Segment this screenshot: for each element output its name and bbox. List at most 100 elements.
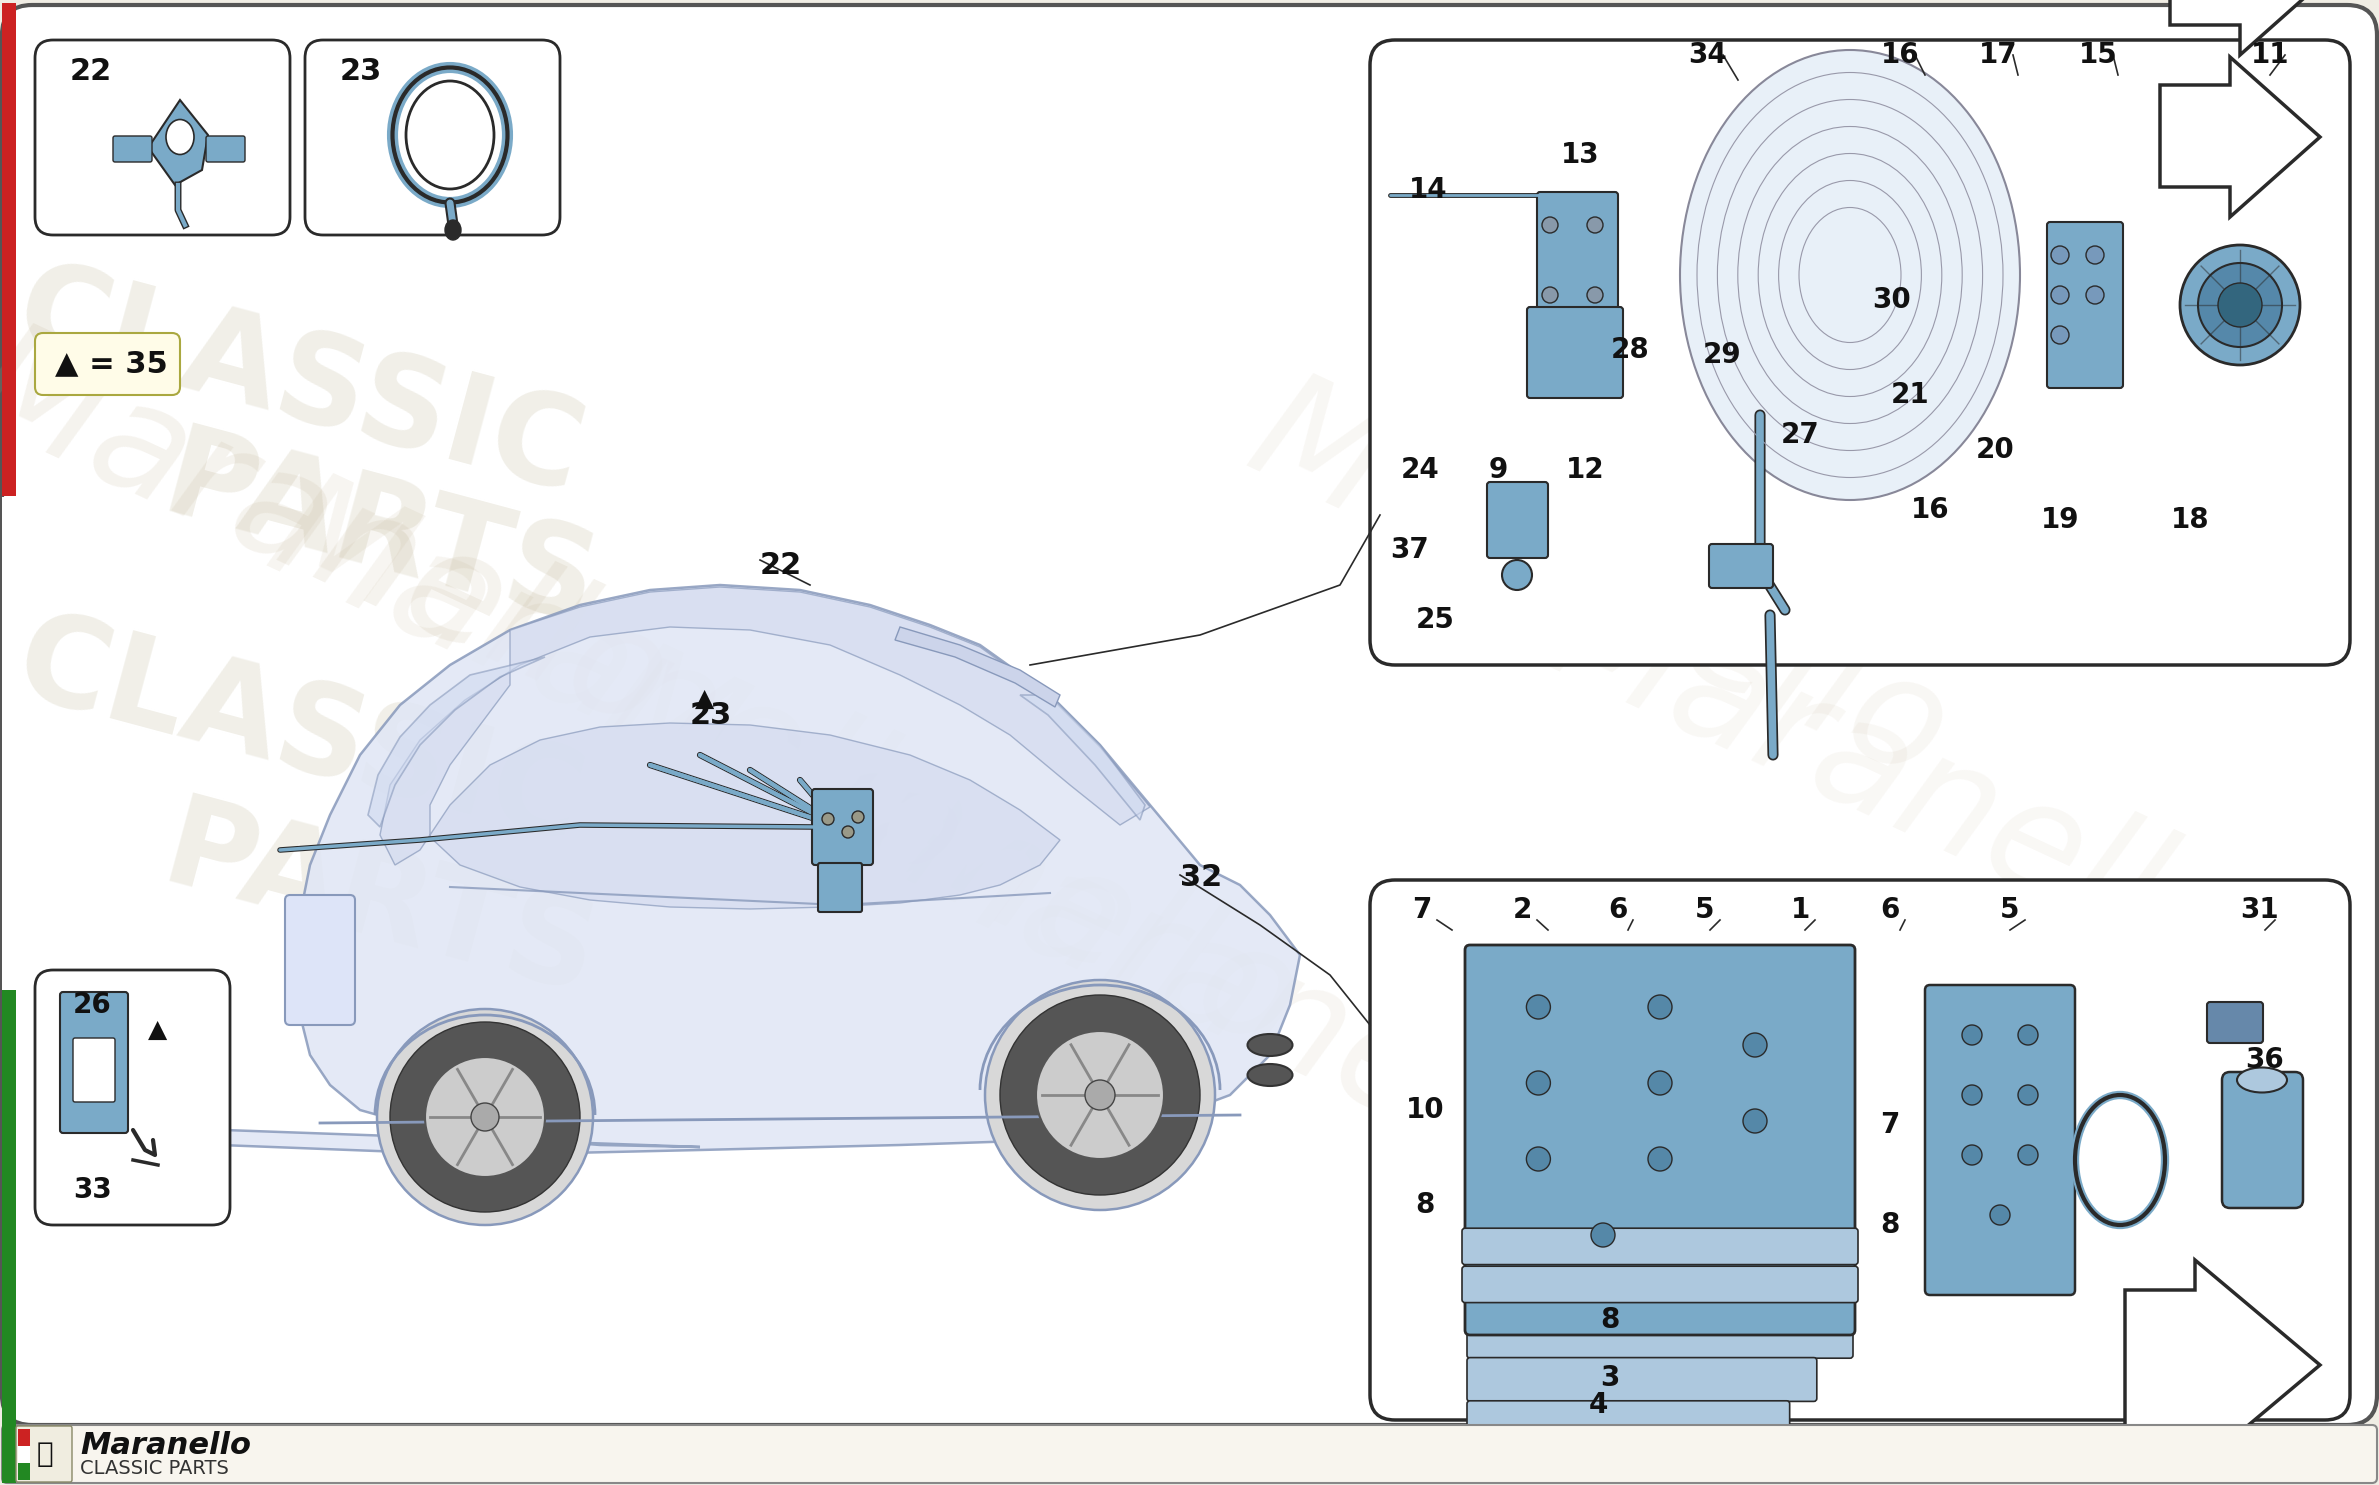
- Circle shape: [1989, 1204, 2010, 1225]
- Circle shape: [1527, 1146, 1551, 1172]
- Text: 8: 8: [1879, 1210, 1901, 1238]
- Text: 19: 19: [2041, 506, 2079, 535]
- Circle shape: [2017, 1025, 2039, 1045]
- Circle shape: [390, 1022, 580, 1212]
- Polygon shape: [2170, 0, 2329, 55]
- FancyBboxPatch shape: [207, 137, 245, 162]
- FancyBboxPatch shape: [36, 333, 181, 395]
- Ellipse shape: [1247, 1063, 1292, 1086]
- Text: PARTS: PARTS: [150, 789, 609, 1020]
- Text: Maranello: Maranello: [578, 628, 1323, 1081]
- Text: 5: 5: [1696, 895, 1715, 924]
- FancyBboxPatch shape: [1527, 307, 1622, 398]
- Circle shape: [1035, 1031, 1163, 1158]
- FancyBboxPatch shape: [2222, 1072, 2303, 1207]
- Circle shape: [2217, 284, 2262, 327]
- FancyBboxPatch shape: [36, 40, 290, 235]
- Circle shape: [1649, 1146, 1672, 1172]
- Circle shape: [2051, 247, 2070, 264]
- Text: 16: 16: [1882, 42, 1920, 68]
- FancyBboxPatch shape: [36, 970, 231, 1225]
- Circle shape: [852, 811, 864, 823]
- Text: PARTS: PARTS: [150, 419, 609, 650]
- FancyBboxPatch shape: [2208, 1002, 2262, 1042]
- FancyBboxPatch shape: [1468, 1400, 1789, 1445]
- Text: Maranello: Maranello: [1527, 558, 2272, 1011]
- FancyBboxPatch shape: [1463, 1267, 1858, 1302]
- Text: 22: 22: [69, 58, 112, 86]
- Text: 8: 8: [1601, 1305, 1620, 1334]
- FancyBboxPatch shape: [74, 1038, 114, 1102]
- Text: 30: 30: [1872, 287, 1910, 313]
- FancyBboxPatch shape: [1487, 483, 1549, 558]
- Polygon shape: [381, 587, 1149, 909]
- Circle shape: [1592, 1224, 1615, 1247]
- Circle shape: [842, 826, 854, 838]
- Bar: [19, 1463, 31, 1481]
- FancyBboxPatch shape: [305, 40, 559, 235]
- Ellipse shape: [167, 119, 195, 154]
- Text: Maranello: Maranello: [247, 459, 992, 912]
- FancyBboxPatch shape: [112, 137, 152, 162]
- Circle shape: [2179, 245, 2300, 365]
- Text: 4: 4: [1589, 1391, 1608, 1420]
- Text: 23: 23: [690, 701, 733, 729]
- Text: 15: 15: [2079, 42, 2117, 68]
- Text: 36: 36: [2246, 1045, 2284, 1074]
- Text: 3: 3: [1601, 1365, 1620, 1391]
- Text: 5: 5: [2001, 895, 2020, 924]
- Text: Maranello: Maranello: [1228, 359, 1972, 811]
- Text: 31: 31: [2241, 895, 2279, 924]
- FancyBboxPatch shape: [1463, 1228, 1858, 1265]
- Text: 22: 22: [759, 551, 802, 579]
- Text: 13: 13: [1561, 141, 1599, 169]
- Circle shape: [2051, 327, 2070, 345]
- Circle shape: [1527, 995, 1551, 1019]
- FancyBboxPatch shape: [59, 992, 128, 1133]
- Circle shape: [426, 1057, 545, 1178]
- Bar: [19, 1446, 31, 1463]
- Circle shape: [2051, 287, 2070, 304]
- Text: 7: 7: [1413, 895, 1432, 924]
- Text: 32: 32: [1180, 863, 1223, 891]
- Circle shape: [1963, 1025, 1982, 1045]
- FancyBboxPatch shape: [1708, 544, 1772, 588]
- Circle shape: [2086, 247, 2103, 264]
- Text: 17: 17: [1979, 42, 2017, 68]
- Circle shape: [1649, 1071, 1672, 1094]
- Polygon shape: [2160, 56, 2320, 217]
- Text: 7: 7: [1879, 1111, 1901, 1139]
- Text: 28: 28: [1611, 336, 1649, 364]
- Text: 34: 34: [1689, 42, 1727, 68]
- FancyBboxPatch shape: [1468, 1357, 1818, 1402]
- Text: 10: 10: [1406, 1096, 1444, 1124]
- Text: CLASSIC: CLASSIC: [5, 251, 597, 518]
- Circle shape: [471, 1103, 500, 1132]
- Circle shape: [1963, 1145, 1982, 1166]
- Text: 18: 18: [2170, 506, 2210, 535]
- Polygon shape: [86, 585, 1299, 1155]
- FancyBboxPatch shape: [1465, 944, 1856, 1335]
- FancyBboxPatch shape: [1370, 881, 2350, 1420]
- Polygon shape: [2124, 1259, 2320, 1470]
- FancyBboxPatch shape: [811, 789, 873, 864]
- Text: 9: 9: [1489, 456, 1508, 484]
- Text: 6: 6: [1879, 895, 1901, 924]
- Polygon shape: [1021, 695, 1144, 820]
- Text: ▲ = 35: ▲ = 35: [55, 349, 169, 379]
- FancyBboxPatch shape: [1468, 1308, 1853, 1359]
- Circle shape: [2086, 287, 2103, 304]
- FancyBboxPatch shape: [1925, 985, 2074, 1295]
- Text: 6: 6: [1608, 895, 1627, 924]
- Text: 29: 29: [1703, 342, 1741, 368]
- Text: 8: 8: [1416, 1191, 1435, 1219]
- Text: ▲: ▲: [147, 1019, 167, 1042]
- FancyBboxPatch shape: [2, 4, 2377, 1426]
- Text: 11: 11: [2251, 42, 2289, 68]
- Text: 1: 1: [1791, 895, 1810, 924]
- Circle shape: [1527, 1071, 1551, 1094]
- Circle shape: [2198, 263, 2281, 347]
- Text: 33: 33: [74, 1176, 112, 1204]
- Circle shape: [1542, 217, 1558, 233]
- Text: CLASSIC PARTS: CLASSIC PARTS: [81, 1458, 228, 1478]
